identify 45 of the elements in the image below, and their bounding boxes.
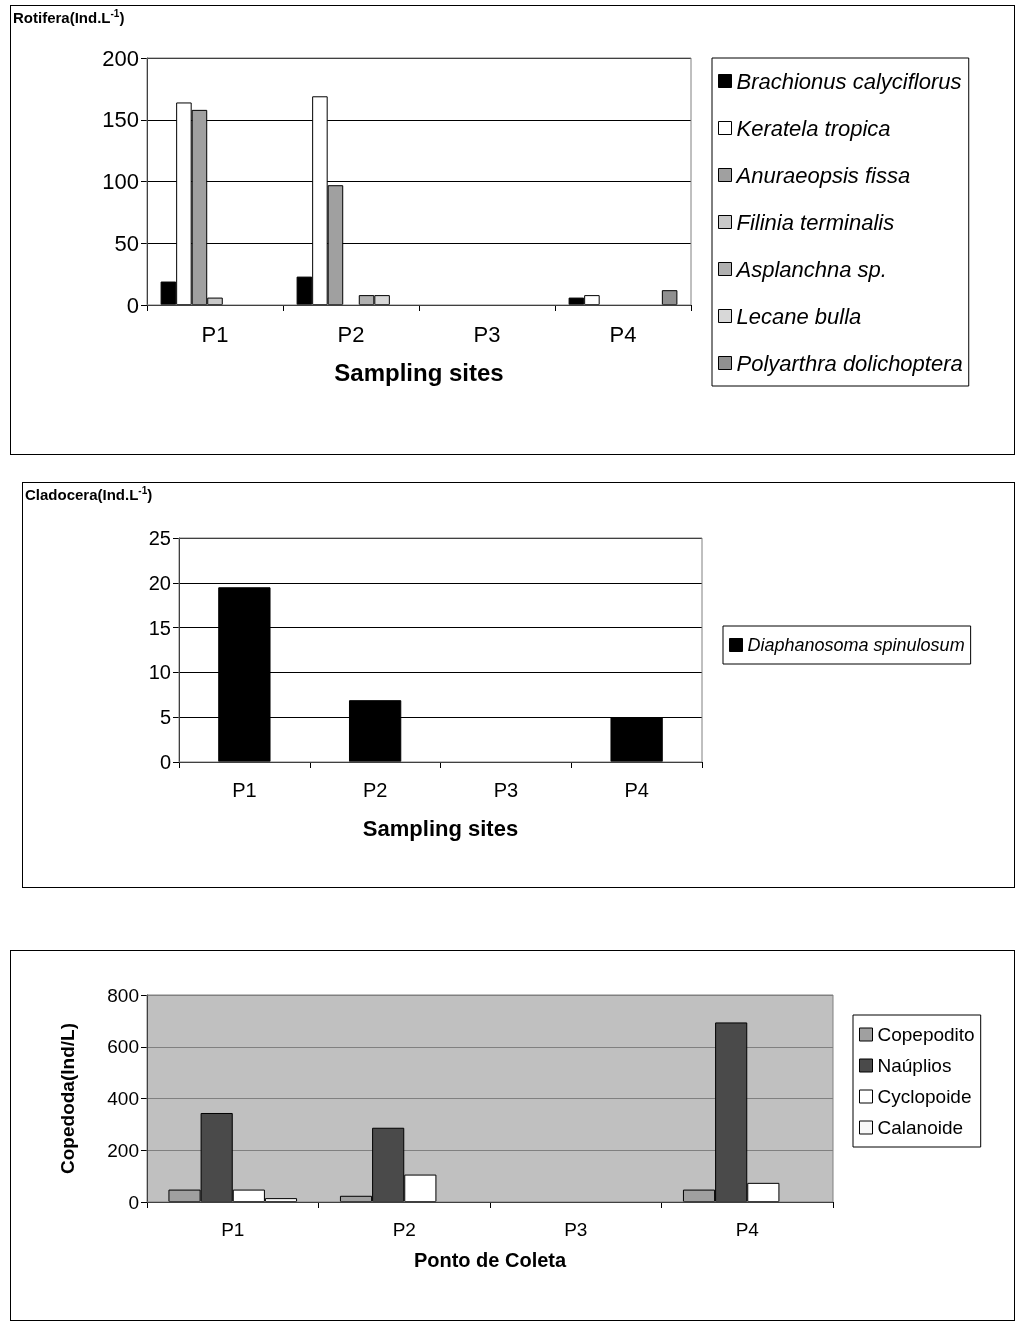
x-tick-label: P3 [493,779,519,801]
y-tick-label: 150 [102,107,139,133]
y-tick-label: 0 [128,1191,139,1213]
y-tick-label: 200 [102,45,139,71]
y-tick-label: 15 [148,616,171,639]
y-axis-title: Copedoda(Ind/L) [57,1023,78,1174]
legend-label: Anuraeopsis fissa [734,162,911,188]
y-tick-label: 0 [159,751,171,773]
x-tick-label: P3 [564,1219,588,1240]
legend-label: Keratela tropica [736,115,891,141]
y-tick-label: 600 [107,1036,139,1058]
x-tick-label: P4 [609,321,637,347]
y-tick-label: 0 [126,292,139,318]
x-tick-label: P2 [337,321,365,347]
y-tick-label: 800 [107,984,139,1006]
legend-label: Filinia terminalis [736,209,895,235]
legend-label: Cyclopoide [877,1086,972,1107]
x-tick-label: P4 [735,1219,760,1240]
y-tick-label: 100 [102,169,139,194]
legend-label: Copepodito [877,1024,975,1045]
x-tick-label: P1 [221,1219,245,1240]
legend-label: Diaphanosoma spinulosum [747,635,965,655]
x-axis-title: Ponto de Coleta [413,1249,567,1271]
bar [661,290,678,305]
y-tick-label: 25 [148,527,171,549]
y-tick-label: 50 [114,230,139,256]
y-tick-label: 10 [148,661,171,684]
legend-label: Polyarthra dolichoptera [736,350,963,376]
y-tick-label: 200 [107,1139,139,1161]
x-tick-label: P3 [473,321,501,347]
x-tick-label: P1 [232,779,257,801]
x-axis-title: Sampling sites [334,358,504,386]
y-tick-label: 20 [148,571,171,594]
y-tick-label: 400 [107,1088,139,1109]
legend-label: Asplanchna sp. [734,256,887,282]
legend-label: Calanoide [877,1117,964,1138]
x-tick-label: P2 [362,779,388,801]
legend-label: Naúplios [877,1055,952,1076]
legend-label: Lecane bulla [736,303,862,329]
legend-label: Brachionus calyciflorus [736,68,962,94]
x-axis-title: Sampling sites [362,815,519,841]
y-tick-label: 5 [159,706,171,729]
x-tick-label: P4 [624,779,649,801]
x-tick-label: P1 [201,321,229,347]
x-tick-label: P2 [392,1219,416,1240]
